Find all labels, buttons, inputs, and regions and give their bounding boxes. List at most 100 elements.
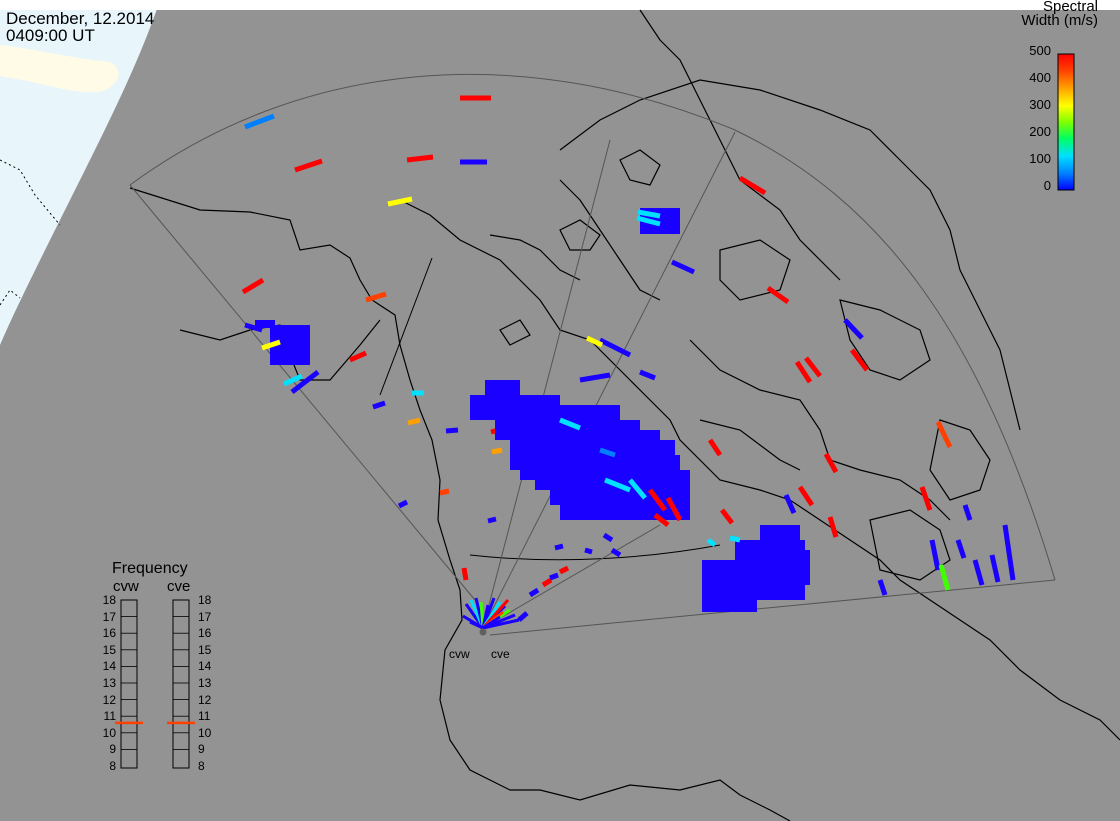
frequency-level-label: 15 [198, 642, 212, 657]
echo-cell [955, 539, 967, 559]
echo-cell [962, 504, 973, 521]
frequency-level-label: 13 [102, 676, 116, 690]
echo-cell [1002, 524, 1016, 581]
echo-cell [461, 567, 469, 581]
echo-cell [729, 535, 741, 543]
radar-fov [129, 73, 1056, 636]
echo-cell [938, 564, 951, 591]
frequency-column-cvw: cvw [113, 578, 139, 595]
echo-block [255, 320, 275, 328]
echo-cell [445, 427, 459, 434]
echo-cell [707, 438, 723, 457]
echo-cell [648, 488, 667, 512]
echo-cell [604, 477, 631, 493]
colorbar-tick: 400 [1029, 70, 1051, 85]
echo-cell [549, 572, 559, 581]
echo-cell [282, 373, 304, 387]
echo-cell [290, 370, 320, 394]
frequency-level-label: 17 [198, 609, 212, 624]
echo-cell [528, 587, 540, 598]
echo-cell [598, 337, 632, 358]
echo-cell [843, 318, 864, 340]
echo-cell [558, 565, 570, 575]
echo-cell [919, 486, 933, 511]
echo-cell [610, 547, 622, 558]
echo-cell [877, 579, 888, 596]
echo-cell [244, 113, 275, 130]
echo-cell [406, 154, 434, 163]
echo-cell [639, 369, 656, 381]
echo-cell [241, 277, 265, 295]
echo-cell [397, 499, 409, 509]
echo-cell [407, 417, 421, 426]
echo-cell [554, 543, 564, 551]
frequency-level-label: 17 [102, 609, 116, 624]
echo-block [290, 335, 310, 365]
frequency-boxes [120, 599, 190, 769]
echo-cell [670, 259, 696, 275]
frequency-level-label: 11 [103, 709, 116, 724]
colorbar-tick: 0 [1043, 178, 1051, 193]
echo-cell [706, 537, 717, 548]
echo-cell [827, 516, 839, 538]
echo-cell [850, 348, 869, 372]
frequency-level-label: 9 [109, 742, 116, 757]
frequency-level-label: 18 [198, 593, 212, 607]
radar-label-cvw: cvw [449, 647, 470, 661]
frequency-level-label: 13 [198, 676, 212, 690]
landmass-greenland-edge [0, 45, 119, 93]
echo-cell [653, 513, 670, 527]
echo-cell [804, 356, 822, 378]
colorbar-title: Spectral [1042, 0, 1098, 15]
echo-cell [935, 420, 953, 449]
echo-cell [487, 516, 497, 524]
echo-cell [482, 615, 501, 630]
frequency-level-label: 16 [102, 626, 116, 641]
echo-cell [469, 620, 484, 630]
date-label: December, 12.2014 [6, 9, 155, 28]
echo-cell [294, 158, 323, 173]
frequency-level-label: 15 [102, 642, 116, 657]
colorbar-units: Width (m/s) [1021, 12, 1098, 29]
frequency-level-label: 8 [198, 759, 205, 773]
echo-cell [972, 559, 985, 586]
echo-cell [636, 215, 661, 227]
echo-cell [261, 339, 281, 351]
echo-block [790, 550, 810, 585]
radar-site-marker [479, 628, 487, 636]
echo-cell [797, 485, 815, 507]
frequency-level-label: 12 [198, 692, 212, 707]
echo-cell [517, 611, 529, 622]
echo-cell [439, 488, 450, 496]
frequency-level-label: 12 [102, 692, 116, 707]
echo-cell [720, 508, 734, 525]
colorbar-tick: 500 [1029, 43, 1051, 58]
frequency-level-label: 16 [198, 626, 212, 641]
frequency-column-cve: cve [167, 578, 191, 595]
scatter-layer [241, 95, 1016, 630]
frequency-level-label: 10 [102, 725, 116, 740]
frequency-level-label: 11 [198, 709, 211, 724]
frequency-level-label: 8 [109, 759, 116, 773]
echo-cell [365, 291, 387, 303]
echo-cell [665, 496, 683, 522]
echo-cell [794, 360, 813, 384]
frequency-title: Frequency [112, 560, 188, 577]
echo-cell [244, 322, 263, 333]
echo-cell [929, 539, 941, 571]
echo-cell [387, 196, 413, 207]
echo-cell [348, 350, 368, 363]
frequency-level-label: 9 [198, 742, 205, 757]
echo-cell [766, 285, 790, 305]
ice-region [0, 0, 160, 345]
echo-cell [637, 209, 661, 219]
colorbar-tick: 300 [1029, 97, 1051, 112]
frequency-level-label: 18 [102, 593, 116, 607]
frequency-level-label: 14 [198, 659, 212, 674]
frequency-level-label: 14 [102, 659, 116, 674]
colorbar-tick: 200 [1029, 124, 1051, 139]
echo-cell [579, 372, 611, 383]
echo-cell [585, 335, 604, 348]
